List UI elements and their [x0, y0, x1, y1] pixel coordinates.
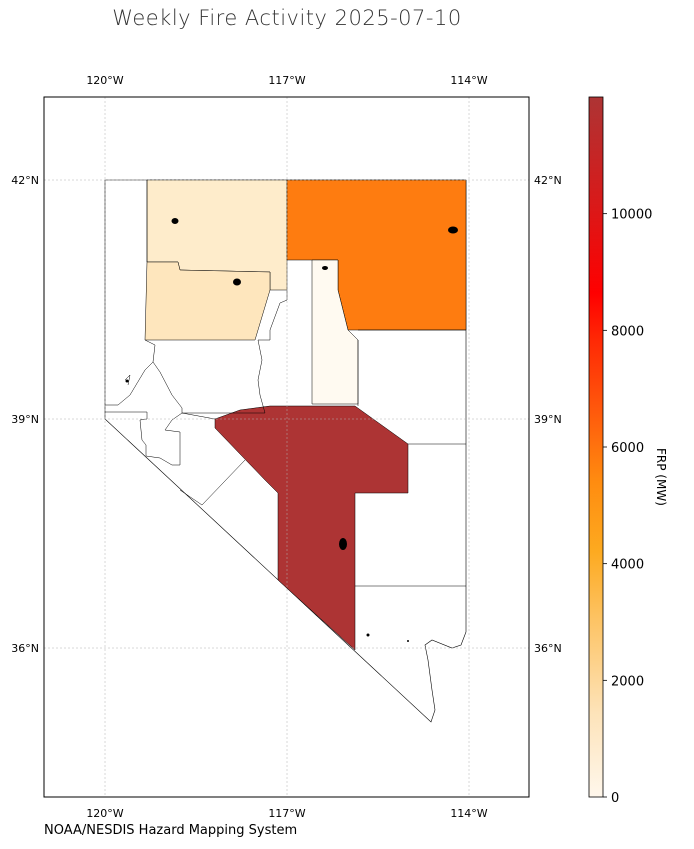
fire-point[interactable] [366, 633, 370, 637]
colorbar-ticks: 0 2000 4000 6000 8000 10000 [603, 208, 652, 806]
colorbar-gradient [588, 96, 604, 798]
map-title: Weekly Fire Activity 2025-07-10 [112, 6, 462, 30]
colorbar-tick-label: 6000 [611, 441, 644, 456]
fire-point[interactable] [125, 379, 129, 383]
graticule [44, 97, 529, 797]
colorbar-tick-label: 4000 [611, 558, 644, 573]
fire-point[interactable] [407, 640, 409, 642]
county-pershing[interactable] [144, 261, 271, 341]
lat-tick: 42°N [11, 174, 39, 187]
county-lander[interactable] [311, 259, 359, 405]
fire-point[interactable] [448, 226, 458, 234]
lat-tick: 42°N [534, 174, 562, 187]
colorbar-label: FRP (MW) [654, 448, 668, 506]
lon-ticks-top: 120°W 117°W 114°W [86, 74, 487, 87]
lon-tick: 117°W [268, 807, 305, 820]
lat-tick: 36°N [11, 642, 39, 655]
fire-point[interactable] [233, 278, 241, 286]
lon-tick: 117°W [268, 74, 305, 87]
colorbar-tick-label: 8000 [611, 324, 644, 339]
lon-ticks-bottom: 120°W 117°W 114°W [86, 807, 487, 820]
lat-tick: 39°N [534, 413, 562, 426]
lat-tick: 36°N [534, 642, 562, 655]
fire-point[interactable] [322, 266, 328, 270]
fire-detections [125, 218, 458, 642]
map-content [44, 97, 529, 797]
lat-ticks-left: 42°N 39°N 36°N [11, 174, 39, 655]
lon-tick: 120°W [86, 807, 123, 820]
lon-tick: 114°W [450, 807, 487, 820]
fire-point[interactable] [171, 218, 179, 224]
county-nye[interactable] [214, 405, 409, 651]
fire-point[interactable] [339, 538, 347, 550]
credit-text: NOAA/NESDIS Hazard Mapping System [44, 823, 298, 838]
colorbar: 0 2000 4000 6000 8000 10000 [588, 96, 652, 806]
lat-ticks-right: 42°N 39°N 36°N [534, 174, 562, 655]
lon-tick: 114°W [450, 74, 487, 87]
colorbar-tick-label: 10000 [611, 208, 652, 223]
lat-tick: 39°N [11, 413, 39, 426]
lon-tick: 120°W [86, 74, 123, 87]
colorbar-tick-label: 2000 [611, 674, 644, 689]
map-frame [43, 96, 530, 798]
colorbar-tick-label: 0 [611, 791, 619, 806]
